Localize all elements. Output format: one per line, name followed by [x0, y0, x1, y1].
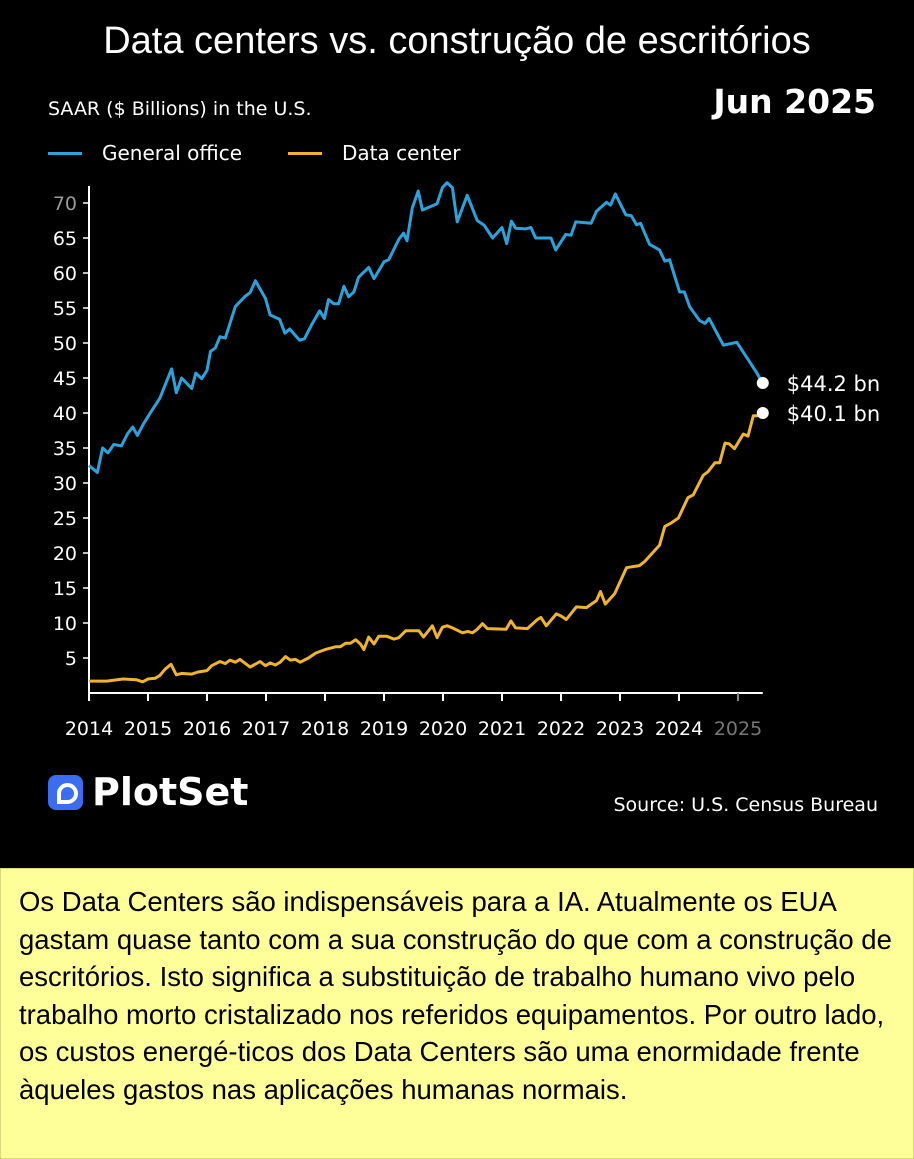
x-tick-label: 2019 — [360, 718, 408, 740]
y-tick-label: 45 — [53, 368, 77, 390]
y-tick-label: 70 — [53, 193, 77, 215]
legend-swatch — [288, 151, 322, 155]
series-line-data-center — [89, 411, 764, 684]
y-tick-label: 5 — [65, 648, 77, 670]
y-tick-label: 60 — [53, 263, 77, 285]
y-tick-label: 15 — [53, 578, 77, 600]
end-point-marker — [756, 407, 769, 419]
brand-name: PlotSet — [92, 770, 249, 814]
legend-label: General office — [102, 141, 243, 165]
series-line-general-office — [88, 181, 765, 474]
x-tick-label: 2016 — [183, 718, 231, 740]
chart-subtitle: SAAR ($ Billions) in the U.S. — [48, 98, 312, 120]
y-tick-label: 10 — [53, 613, 77, 635]
x-tick-label: 2014 — [65, 718, 113, 740]
y-tick-label: 25 — [53, 508, 77, 530]
chart-title: Data centers vs. construção de escritóri… — [103, 20, 811, 62]
y-tick-label: 30 — [53, 473, 77, 495]
x-tick-label: 2017 — [242, 718, 290, 740]
plotset-logo-icon — [48, 774, 83, 810]
y-tick-label: 20 — [53, 543, 77, 565]
end-value-label: $44.2 bn — [787, 372, 880, 396]
x-tick-label: 2024 — [655, 718, 703, 740]
legend-item-general-office: General office — [48, 141, 242, 165]
chart-panel: Data centers vs. construção de escritóri… — [48, 20, 881, 816]
x-tick-label: 2021 — [478, 718, 526, 740]
x-tick-label: 2025 — [714, 718, 762, 740]
date-label: Jun 2025 — [713, 82, 876, 121]
x-tick-label: 2020 — [419, 718, 467, 740]
legend-label: Data center — [342, 141, 461, 165]
x-tick-label: 2023 — [596, 718, 644, 740]
source-note: Source: U.S. Census Bureau — [613, 794, 878, 816]
x-tick-label: 2015 — [124, 718, 172, 740]
y-tick-label: 50 — [53, 333, 77, 355]
legend-swatch — [48, 151, 82, 155]
y-tick-label: 65 — [53, 228, 77, 250]
x-tick-label: 2022 — [537, 718, 585, 740]
y-tick-label: 35 — [53, 438, 77, 460]
legend-item-data-center: Data center — [288, 141, 460, 165]
y-tick-label: 55 — [53, 298, 77, 320]
y-tick-label: 40 — [53, 403, 77, 425]
x-tick-label: 2018 — [301, 718, 349, 740]
commentary-box: Os Data Centers são indispensáveis para … — [0, 868, 914, 1159]
end-point-marker — [756, 377, 769, 389]
plotset-logo: PlotSet — [48, 770, 248, 814]
end-value-label: $40.1 bn — [787, 402, 880, 426]
